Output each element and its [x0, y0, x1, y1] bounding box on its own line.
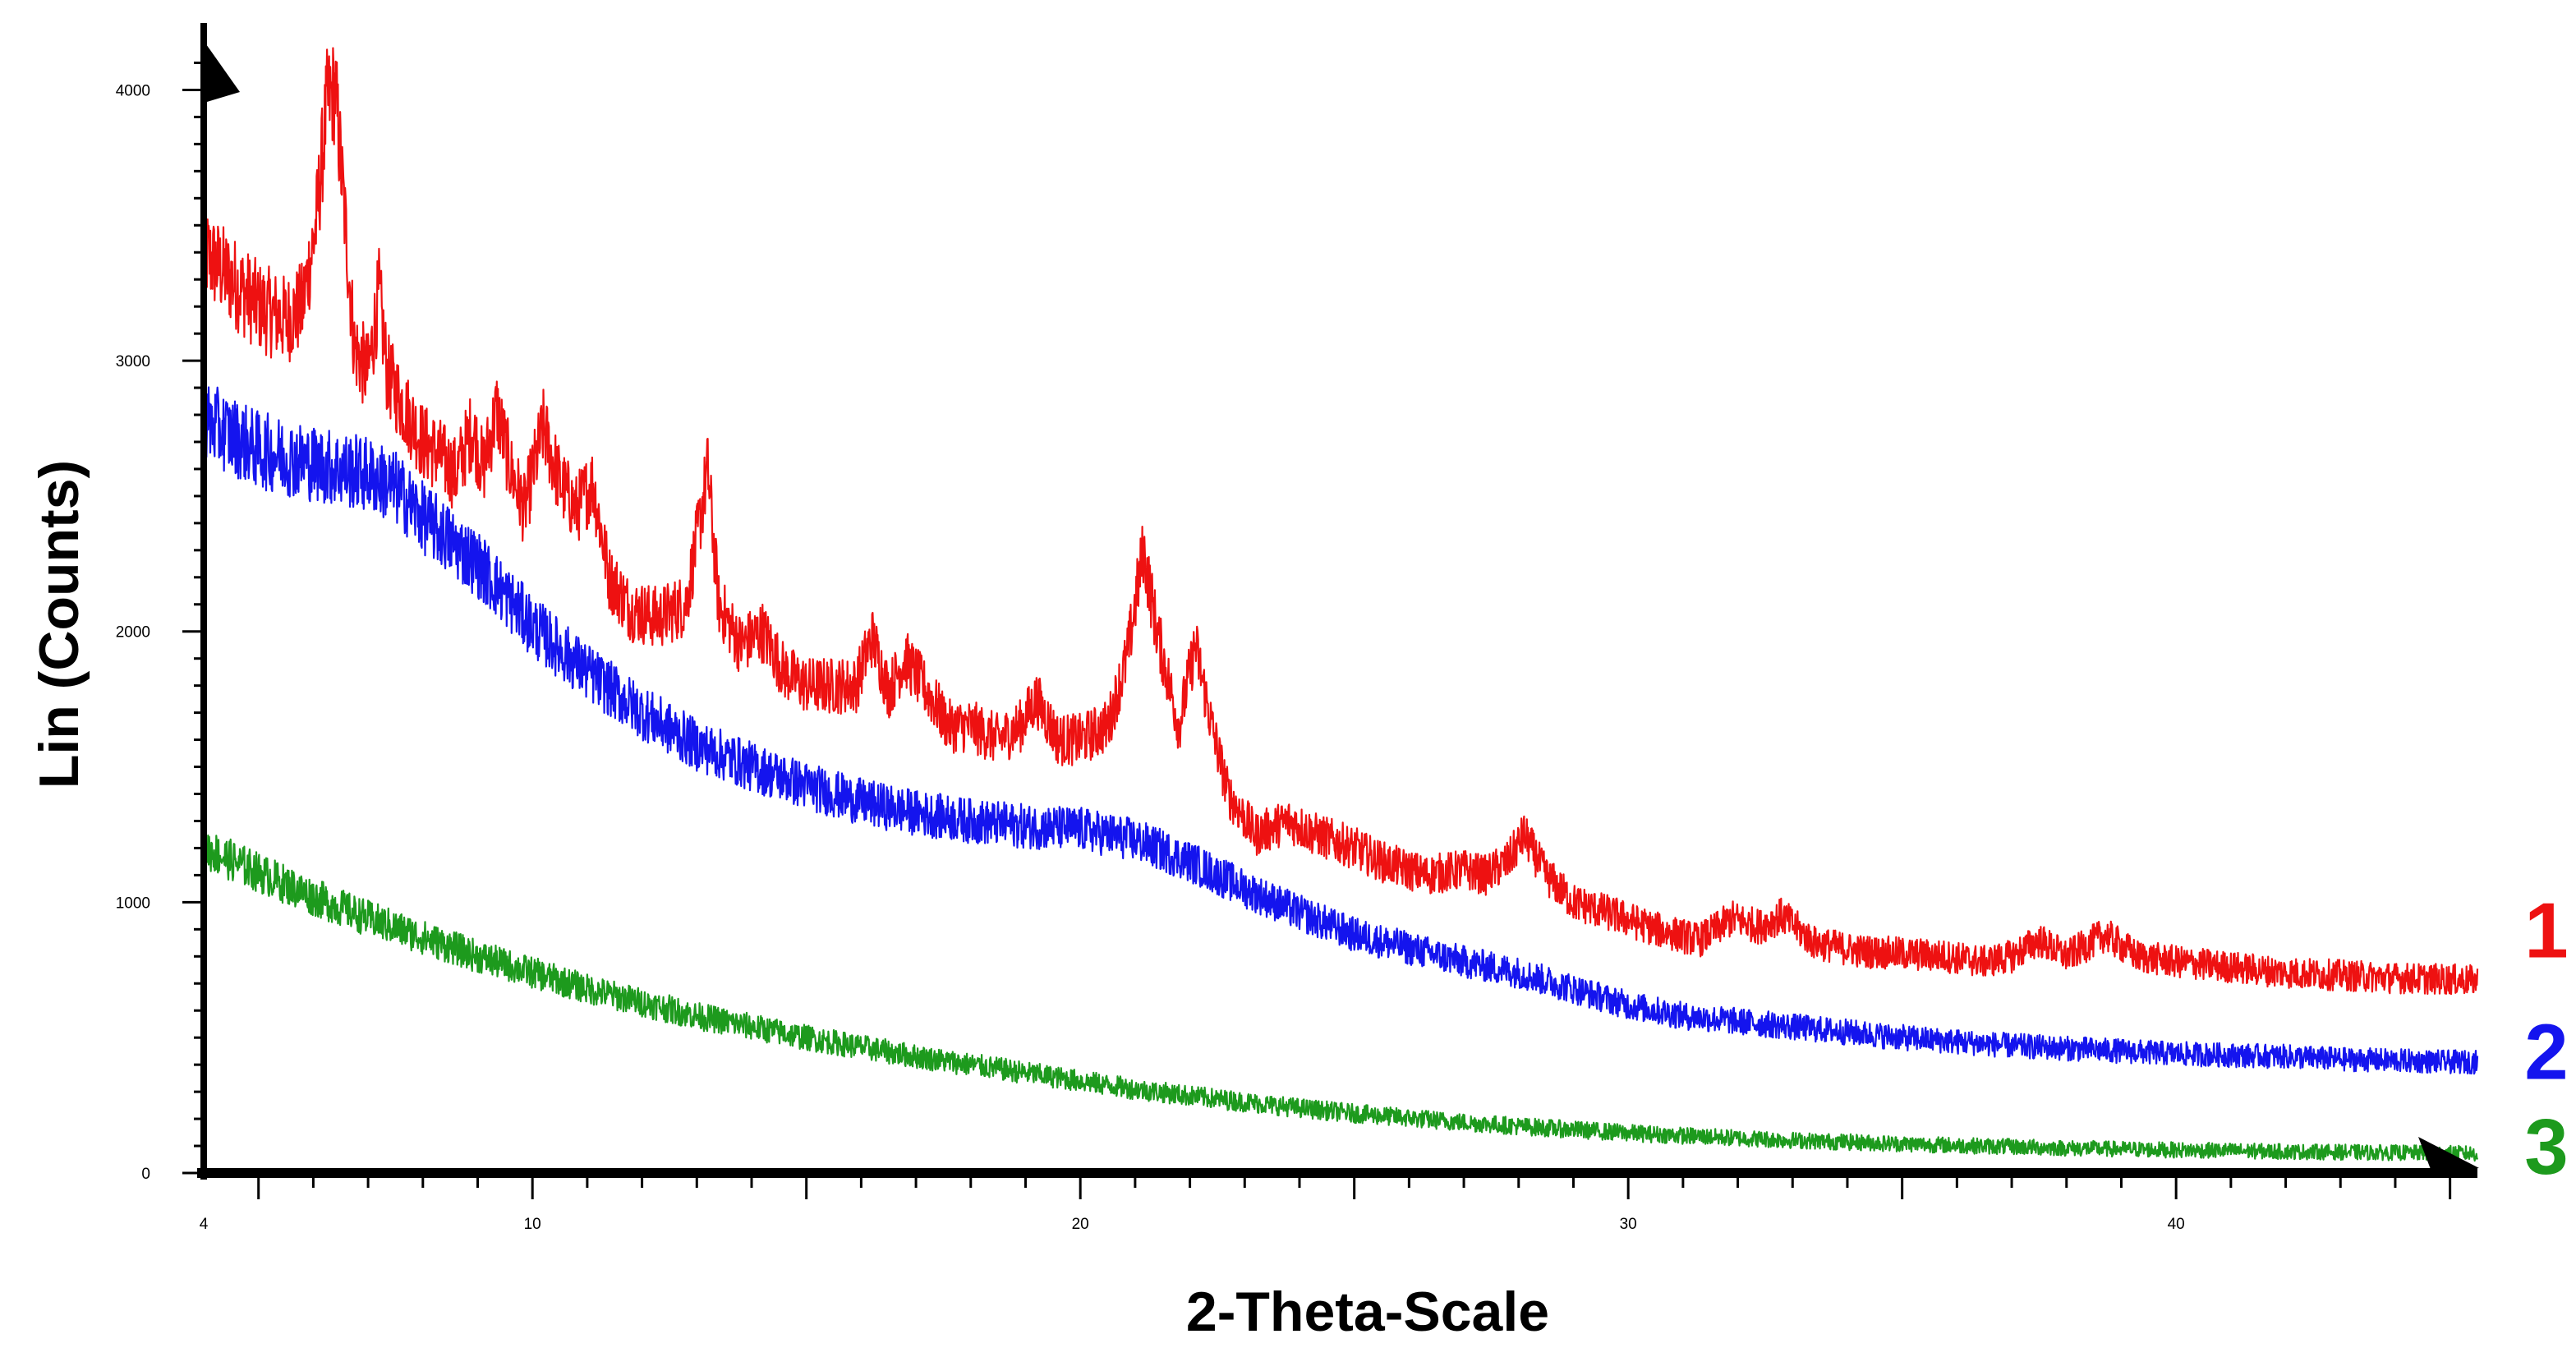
- axes-layer: [197, 23, 2479, 1180]
- y-axis-arrow-icon: [200, 36, 240, 102]
- tick-labels-layer: 0 1000 2000 3000 4000 4 10 20 30 40: [116, 82, 2185, 1233]
- series-label-3: 3: [2524, 1103, 2568, 1191]
- series-line-3: [202, 828, 2479, 1162]
- x-tick-label: 30: [1620, 1216, 1637, 1233]
- y-tick-label: 1000: [116, 895, 150, 912]
- y-tick-label: 4000: [116, 82, 150, 99]
- series-line-2: [202, 386, 2479, 1075]
- y-axis-title: Lin (Counts): [28, 460, 90, 789]
- x-axis-title: 2-Theta-Scale: [1186, 1281, 1549, 1343]
- series-line-1: [202, 47, 2479, 996]
- ticks-layer: [182, 61, 2452, 1199]
- x-tick-label: 4: [200, 1216, 209, 1233]
- series-layer: [202, 47, 2479, 1162]
- series-label-layer: 1 23: [2524, 886, 2568, 1191]
- series-label-2: 2: [2524, 1009, 2568, 1097]
- x-axis-arrow-icon: [2418, 1137, 2479, 1171]
- x-tick-label: 20: [1072, 1216, 1089, 1233]
- x-tick-label: 10: [524, 1216, 541, 1233]
- y-tick-label: 0: [141, 1166, 150, 1183]
- y-tick-label: 3000: [116, 353, 150, 370]
- series-label-1: 1: [2524, 886, 2568, 974]
- x-tick-label: 40: [2168, 1216, 2185, 1233]
- y-tick-label: 2000: [116, 624, 150, 642]
